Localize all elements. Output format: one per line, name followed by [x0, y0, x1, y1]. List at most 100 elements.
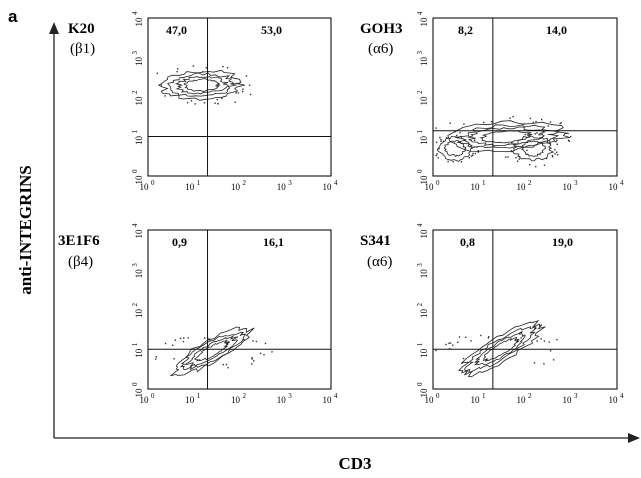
- panel-goh3-event-dot: [440, 141, 441, 142]
- panel-goh3-y-tick-exponent: 0: [416, 169, 424, 173]
- panel-goh3-event-dot: [508, 143, 509, 144]
- panel-s341-event-dot: [550, 350, 551, 351]
- panel-s341-y-tick-exponent: 4: [416, 223, 424, 227]
- panel-s341-x-tick-exponent: 2: [528, 392, 532, 400]
- panel-s341-y-tick-label: 10: [419, 269, 429, 279]
- panel-s341-antibody: S341: [360, 233, 391, 249]
- panel-s341-x-tick-label: 10: [517, 395, 527, 405]
- panel-3e1f6-y-tick-label: 10: [134, 229, 144, 239]
- panel-s341-x-tick-label: 10: [563, 395, 573, 405]
- panel-k20-event-dot: [217, 103, 218, 104]
- panel-3e1f6-upper-right-percent: 16,1: [263, 235, 284, 249]
- y-axis-arrowhead: [49, 22, 59, 34]
- panel-3e1f6-y-tick-exponent: 2: [131, 303, 139, 307]
- panel-goh3-event-dot: [517, 161, 518, 162]
- panel-3e1f6-event-dot: [173, 358, 174, 359]
- panel-goh3-y-tick-label: 10: [419, 175, 429, 185]
- panel-goh3-event-dot: [476, 147, 477, 148]
- panel-goh3-upper-left-percent: 8,2: [458, 23, 473, 37]
- panel-k20-frame: [148, 18, 331, 176]
- panel-goh3-event-dot: [469, 157, 470, 158]
- panel-goh3-event-dot: [436, 142, 437, 143]
- panel-goh3-event-dot: [478, 151, 479, 152]
- panel-goh3-y-tick-exponent: 1: [416, 130, 424, 134]
- panel-goh3-event-dot: [557, 144, 558, 145]
- panel-3e1f6-event-dot: [260, 353, 261, 354]
- panel-goh3-event-dot: [459, 132, 460, 133]
- y-axis-title: anti-INTEGRINS: [16, 165, 35, 294]
- panel-3e1f6-x-tick-label: 10: [185, 395, 195, 405]
- panel-s341-x-tick-label: 10: [609, 395, 619, 405]
- panel-k20-event-dot: [242, 89, 243, 90]
- panel-k20-event-dot: [240, 82, 241, 83]
- panel-goh3-event-dot: [512, 116, 513, 117]
- panel-k20-event-dot: [227, 67, 228, 68]
- panel-goh3-event-dot: [526, 150, 527, 151]
- panel-3e1f6-y-tick-label: 10: [134, 388, 144, 398]
- panel-s341-event-dot: [556, 339, 557, 340]
- panel-goh3-event-dot: [438, 157, 439, 158]
- panel-goh3-x-tick-exponent: 3: [574, 179, 578, 187]
- panel-3e1f6-event-dot: [227, 367, 228, 368]
- panel-s341-event-dot: [450, 342, 451, 343]
- panel-3e1f6-event-dot: [263, 354, 264, 355]
- panel-goh3-x-tick-label: 10: [517, 182, 527, 192]
- panel-k20-x-tick-exponent: 0: [151, 179, 155, 187]
- panel-goh3-event-dot: [546, 158, 547, 159]
- panel-s341-event-dot: [465, 337, 466, 338]
- panel-3e1f6-x-tick-label: 10: [277, 395, 287, 405]
- panel-k20-y-tick-exponent: 2: [131, 90, 139, 94]
- panel-goh3-event-dot: [515, 157, 516, 158]
- panel-s341-event-dot: [445, 344, 446, 345]
- panel-3e1f6-y-tick-label: 10: [134, 269, 144, 279]
- panel-goh3-event-dot: [453, 161, 454, 162]
- panel-goh3-event-dot: [450, 122, 451, 123]
- panel-goh3-event-dot: [548, 125, 549, 126]
- panel-goh3-event-dot: [435, 127, 436, 128]
- panel-k20-event-dot: [221, 98, 222, 99]
- panel-k20-event-dot: [164, 95, 165, 96]
- panel-3e1f6-event-dot: [265, 343, 266, 344]
- panel-3e1f6-event-dot: [243, 339, 244, 340]
- panel-s341-plot: 10 010010 110110 210210 310310 4104: [416, 223, 624, 405]
- panel-3e1f6: 3E1F6 (β4) 0,9 16,1: [58, 233, 284, 270]
- panel-k20-event-dot: [202, 71, 203, 72]
- panel-3e1f6-event-dot: [209, 339, 210, 340]
- panel-k20-x-tick-exponent: 3: [288, 179, 292, 187]
- panel-3e1f6-event-dot: [251, 363, 252, 364]
- panel-s341: S341 (α6) 0,8 19,0: [360, 233, 573, 270]
- panel-3e1f6-event-dot: [188, 337, 189, 338]
- panel-k20-antibody: K20: [68, 21, 95, 37]
- panel-3e1f6-upper-left-percent: 0,9: [172, 235, 187, 249]
- panel-k20-event-dot: [246, 75, 247, 76]
- panel-3e1f6-event-dot: [252, 340, 253, 341]
- panel-s341-x-tick-exponent: 3: [574, 392, 578, 400]
- panel-goh3-x-tick-label: 10: [563, 182, 573, 192]
- panel-3e1f6-x-tick-label: 10: [231, 395, 241, 405]
- panel-s341-x-tick-exponent: 0: [436, 392, 440, 400]
- panel-3e1f6-event-dot: [180, 338, 181, 339]
- panel-s341-event-dot: [553, 359, 554, 360]
- panel-goh3-event-dot: [473, 146, 474, 147]
- figure-label: a: [8, 7, 18, 26]
- panel-s341-event-dot: [452, 345, 453, 346]
- panel-k20-event-dot: [217, 99, 218, 100]
- panel-s341-event-dot: [477, 362, 478, 363]
- panel-s341-upper-left-percent: 0,8: [460, 235, 475, 249]
- panel-k20-contour-1-4: [184, 79, 220, 92]
- panel-k20-event-dot: [242, 91, 243, 92]
- panel-3e1f6-event-dot: [204, 337, 205, 338]
- panel-s341-event-dot: [521, 337, 522, 338]
- panel-k20-event-dot: [236, 92, 237, 93]
- panel-k20-upper-left-percent: 47,0: [166, 23, 187, 37]
- panel-s341-x-tick-exponent: 1: [482, 392, 486, 400]
- panel-goh3-event-dot: [535, 121, 536, 122]
- panel-goh3-event-dot: [483, 122, 484, 123]
- panel-3e1f6-x-tick-exponent: 4: [334, 392, 338, 400]
- panel-goh3-event-dot: [554, 149, 555, 150]
- panel-goh3-contour-3-2: [522, 141, 546, 157]
- panel-k20-event-dot: [250, 94, 251, 95]
- panel-k20-event-dot: [204, 102, 205, 103]
- panel-goh3-event-dot: [533, 122, 534, 123]
